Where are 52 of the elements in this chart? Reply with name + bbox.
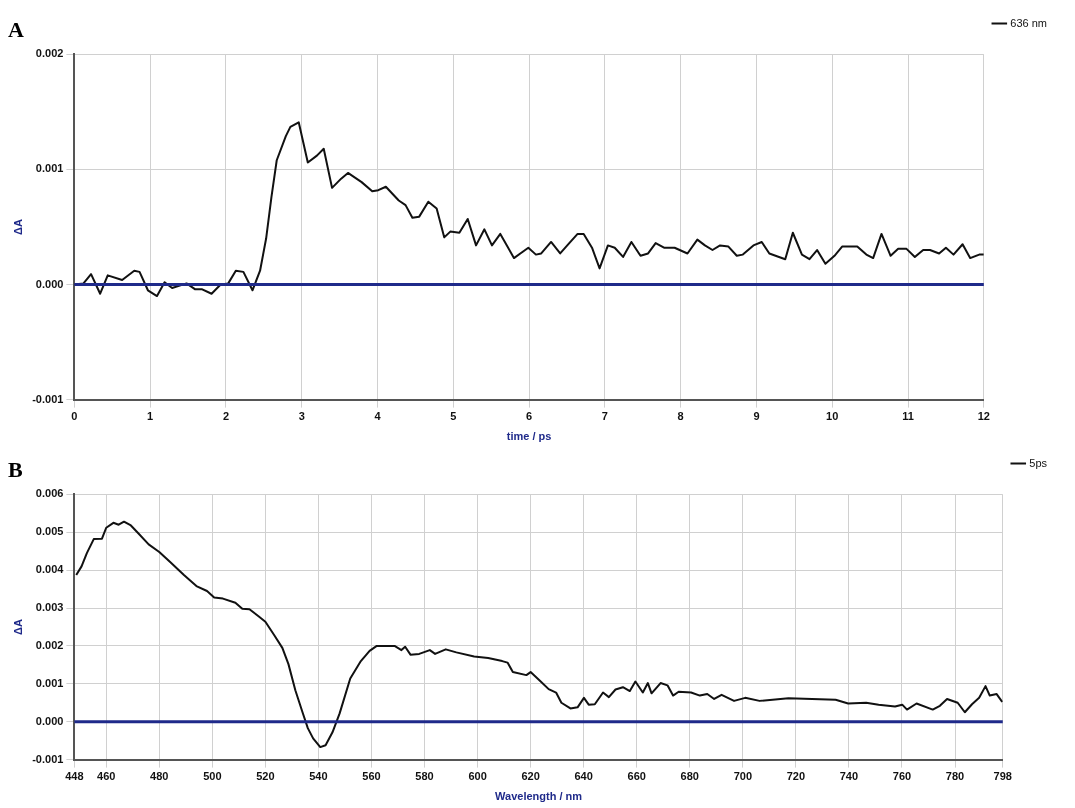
x-tick-label: 6 (526, 410, 533, 423)
y-axis-title: ΔA (11, 619, 24, 635)
x-tick-label: 798 (993, 770, 1012, 783)
x-tick-label: 8 (677, 410, 684, 423)
y-tick-label: 0.001 (35, 676, 64, 689)
x-tick-label: 740 (839, 770, 859, 783)
y-tick-label: -0.001 (32, 752, 64, 765)
y-tick-label: 0.006 (35, 487, 64, 500)
x-tick-label: 500 (203, 770, 222, 783)
x-tick-label: 680 (680, 770, 699, 783)
legend-label: 636 nm (1010, 16, 1048, 29)
y-tick-label: 0.002 (35, 47, 64, 60)
x-axis-title: time / ps (506, 430, 552, 443)
x-tick-label: 640 (574, 770, 593, 783)
y-axis-title: ΔA (11, 219, 24, 235)
x-tick-label: 9 (753, 410, 760, 423)
x-tick-label: 11 (902, 410, 914, 423)
x-tick-label: 5 (450, 410, 457, 423)
x-tick-label: 4 (374, 410, 382, 423)
y-tick-label: 0.004 (35, 563, 65, 576)
y-tick-label: 0.002 (35, 638, 64, 651)
x-tick-label: 480 (150, 770, 169, 783)
x-tick-label: 10 (826, 410, 839, 423)
x-tick-label: 7 (601, 410, 608, 423)
x-tick-label: 720 (786, 770, 806, 783)
x-tick-label: 448 (65, 770, 84, 783)
legend-label: 5ps (1029, 456, 1048, 469)
x-tick-label: 620 (521, 770, 540, 783)
x-tick-label: 700 (733, 770, 752, 783)
x-tick-label: 2 (222, 410, 230, 423)
x-tick-label: 600 (468, 770, 487, 783)
chart-title: A (8, 16, 24, 42)
x-tick-label: 12 (977, 410, 990, 423)
x-tick-label: 1 (147, 410, 154, 423)
y-tick-label: 0.000 (35, 277, 64, 290)
x-tick-label: 760 (892, 770, 912, 783)
x-axis-title: Wavelength / nm (495, 790, 583, 803)
chart-title: B (8, 456, 23, 482)
x-tick-label: 780 (945, 770, 965, 783)
y-tick-label: 0.003 (35, 601, 64, 614)
x-tick-label: 3 (298, 410, 305, 423)
x-tick-label: 460 (97, 770, 116, 783)
x-tick-label: 580 (415, 770, 434, 783)
x-tick-label: 540 (309, 770, 328, 783)
x-tick-label: 520 (256, 770, 275, 783)
y-tick-label: 0.000 (35, 714, 64, 727)
x-tick-label: 660 (627, 770, 646, 783)
x-tick-label: 0 (71, 410, 78, 423)
x-tick-label: 560 (362, 770, 381, 783)
y-tick-label: 0.001 (35, 162, 64, 175)
y-tick-label: 0.005 (35, 525, 64, 538)
y-tick-label: -0.001 (32, 392, 64, 405)
